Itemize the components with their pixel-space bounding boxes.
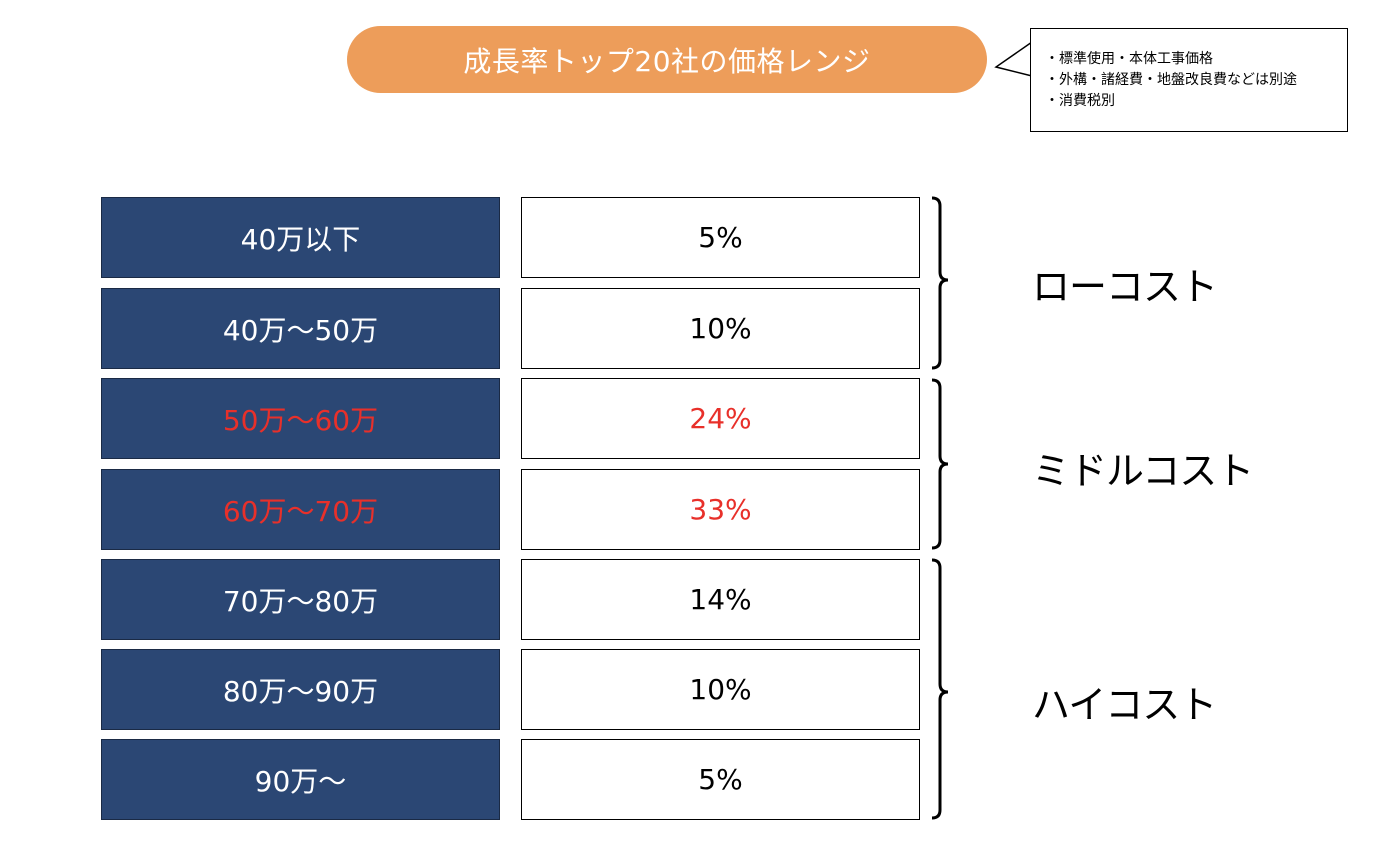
price-range-cell: 40万～50万	[101, 288, 500, 369]
share-cell: 5%	[521, 197, 920, 278]
group-brackets	[931, 196, 949, 820]
price-range-cell-highlighted: 60万～70万	[101, 469, 500, 550]
share-cell: 5%	[521, 739, 920, 820]
price-range-cell-highlighted: 50万～60万	[101, 378, 500, 459]
share-cell: 10%	[521, 649, 920, 730]
share-cell-highlighted: 24%	[521, 378, 920, 459]
group-label-high-cost: ハイコスト	[1032, 683, 1217, 727]
bracket-high-cost	[931, 558, 949, 820]
price-range-cell: 90万～	[101, 739, 500, 820]
page-title: 成長率トップ20社の価格レンジ	[347, 26, 987, 93]
share-cell-highlighted: 33%	[521, 469, 920, 550]
note-line: ・消費税別	[1045, 93, 1115, 109]
group-label-low-cost: ローコスト	[1032, 265, 1218, 309]
bracket-low-cost	[931, 196, 949, 370]
share-cell: 14%	[521, 559, 920, 640]
callout-pointer	[994, 41, 1033, 77]
price-range-cell: 70万～80万	[101, 559, 500, 640]
note-line: ・標準使用・本体工事価格	[1045, 51, 1213, 67]
price-range-cell: 80万～90万	[101, 649, 500, 730]
note-line: ・外構・諸経費・地盤改良費などは別途	[1045, 72, 1297, 88]
price-range-cell: 40万以下	[101, 197, 500, 278]
notes-callout: ・標準使用・本体工事価格 ・外構・諸経費・地盤改良費などは別途 ・消費税別	[1030, 28, 1348, 132]
bracket-middle-cost	[931, 378, 949, 550]
group-label-middle-cost: ミドルコスト	[1032, 449, 1254, 493]
share-cell: 10%	[521, 288, 920, 369]
